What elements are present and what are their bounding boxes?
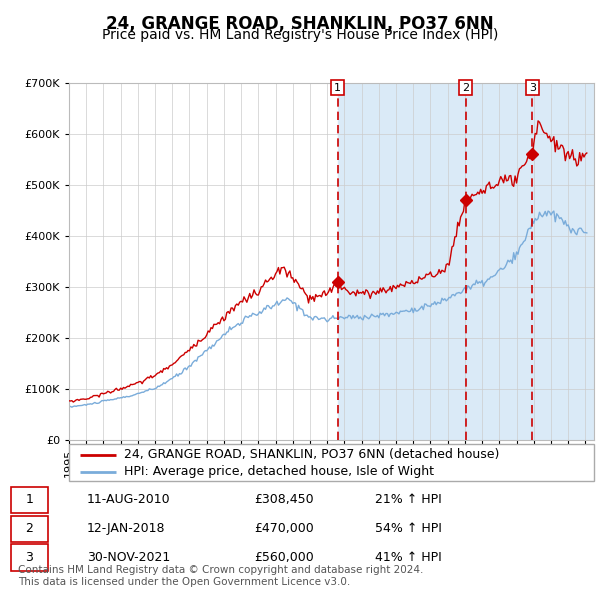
Text: 24, GRANGE ROAD, SHANKLIN, PO37 6NN: 24, GRANGE ROAD, SHANKLIN, PO37 6NN [106, 15, 494, 33]
Text: 54% ↑ HPI: 54% ↑ HPI [375, 522, 442, 535]
Text: £308,450: £308,450 [254, 493, 314, 506]
FancyBboxPatch shape [11, 516, 48, 542]
Text: Price paid vs. HM Land Registry's House Price Index (HPI): Price paid vs. HM Land Registry's House … [102, 28, 498, 42]
Text: HPI: Average price, detached house, Isle of Wight: HPI: Average price, detached house, Isle… [124, 465, 434, 478]
Text: 2: 2 [462, 83, 469, 93]
Text: 24, GRANGE ROAD, SHANKLIN, PO37 6NN (detached house): 24, GRANGE ROAD, SHANKLIN, PO37 6NN (det… [124, 448, 499, 461]
Text: 41% ↑ HPI: 41% ↑ HPI [375, 551, 442, 564]
Text: 3: 3 [25, 551, 33, 564]
Text: Contains HM Land Registry data © Crown copyright and database right 2024.
This d: Contains HM Land Registry data © Crown c… [18, 565, 424, 587]
Text: £470,000: £470,000 [254, 522, 314, 535]
Text: 11-AUG-2010: 11-AUG-2010 [87, 493, 170, 506]
Text: 1: 1 [334, 83, 341, 93]
Text: 21% ↑ HPI: 21% ↑ HPI [375, 493, 442, 506]
Text: 1: 1 [25, 493, 33, 506]
FancyBboxPatch shape [11, 487, 48, 513]
Text: £560,000: £560,000 [254, 551, 314, 564]
FancyBboxPatch shape [11, 545, 48, 571]
Bar [338, 83, 594, 440]
Text: 30-NOV-2021: 30-NOV-2021 [87, 551, 170, 564]
Text: 12-JAN-2018: 12-JAN-2018 [87, 522, 166, 535]
Text: 2: 2 [25, 522, 33, 535]
Text: 3: 3 [529, 83, 536, 93]
